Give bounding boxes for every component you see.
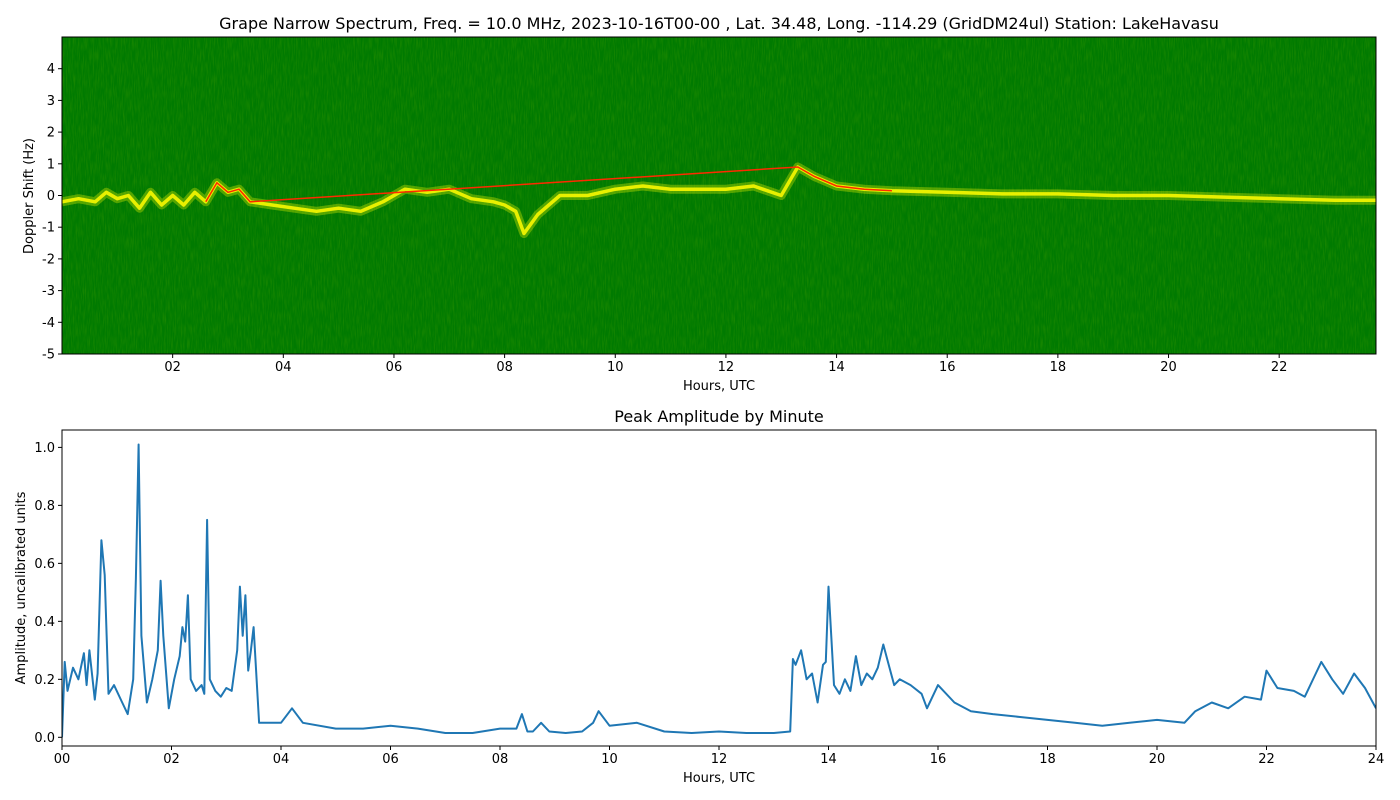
x-tick-label: 10 <box>601 752 618 767</box>
y-tick-label: 0.4 <box>34 615 55 630</box>
amplitude-title: Peak Amplitude by Minute <box>614 407 824 426</box>
x-tick-label: 22 <box>1271 360 1288 375</box>
x-tick-label: 14 <box>820 752 837 767</box>
amplitude-x-ticks: 00 02 04 06 08 10 12 14 16 18 20 22 24 <box>54 746 1385 767</box>
x-tick-label: 20 <box>1149 752 1166 767</box>
x-tick-label: 04 <box>275 360 292 375</box>
amplitude-y-ticks: 0.0 0.2 0.4 0.6 0.8 1.0 <box>34 441 62 746</box>
spectrogram-x-ticks: 02 04 06 08 10 12 14 16 18 20 22 <box>164 354 1287 375</box>
x-tick-label: 14 <box>828 360 845 375</box>
y-tick-label: 0.0 <box>34 731 55 746</box>
y-tick-label: 2 <box>47 126 55 141</box>
spectrogram-y-axis-label: Doppler Shift (Hz) <box>22 138 37 254</box>
y-tick-label: 0.8 <box>34 499 55 514</box>
x-tick-label: 08 <box>492 752 509 767</box>
doppler-trace-peak <box>205 166 892 203</box>
y-tick-label: 1.0 <box>34 441 55 456</box>
x-tick-label: 24 <box>1368 752 1385 767</box>
y-tick-label: -1 <box>42 221 55 236</box>
amplitude-x-axis-label: Hours, UTC <box>683 771 755 786</box>
x-tick-label: 20 <box>1160 360 1177 375</box>
y-tick-label: -2 <box>42 252 55 267</box>
y-tick-label: -3 <box>42 284 55 299</box>
x-tick-label: 02 <box>163 752 180 767</box>
x-tick-label: 18 <box>1039 752 1056 767</box>
amplitude-y-axis-label: Amplitude, uncalibrated units <box>14 491 29 684</box>
x-tick-label: 18 <box>1050 360 1067 375</box>
spectrogram-x-axis-label: Hours, UTC <box>683 379 755 394</box>
x-tick-label: 06 <box>386 360 403 375</box>
x-tick-label: 00 <box>54 752 71 767</box>
y-tick-label: 1 <box>47 157 55 172</box>
x-tick-label: 08 <box>496 360 513 375</box>
y-tick-label: 4 <box>47 62 55 77</box>
y-tick-label: -4 <box>42 316 55 331</box>
x-tick-label: 12 <box>711 752 728 767</box>
spectrogram-marks <box>62 162 1376 238</box>
x-tick-label: 10 <box>607 360 624 375</box>
y-tick-label: 0.6 <box>34 557 55 572</box>
amplitude-marks <box>62 443 1376 738</box>
y-tick-label: 0.2 <box>34 673 55 688</box>
spectrogram-title: Grape Narrow Spectrum, Freq. = 10.0 MHz,… <box>219 14 1219 33</box>
x-tick-label: 02 <box>164 360 181 375</box>
spectrogram-y-ticks: -5 -4 -3 -2 -1 0 1 2 3 4 <box>42 62 62 363</box>
x-tick-label: 16 <box>930 752 947 767</box>
x-tick-label: 22 <box>1258 752 1275 767</box>
x-tick-label: 06 <box>382 752 399 767</box>
x-tick-label: 16 <box>939 360 956 375</box>
x-tick-label: 04 <box>273 752 290 767</box>
y-tick-label: -5 <box>42 348 55 363</box>
x-tick-label: 12 <box>718 360 735 375</box>
y-tick-label: 0 <box>47 189 55 204</box>
amplitude-plot-area <box>62 430 1376 746</box>
y-tick-label: 3 <box>47 94 55 109</box>
amplitude-series-line <box>62 443 1376 738</box>
amplitude-chart: Peak Amplitude by Minute 00 02 04 06 08 10 12 1… <box>14 407 1384 786</box>
spectrogram-chart: Grape Narrow Spectrum, Freq. = 10.0 MHz,… <box>22 14 1377 394</box>
